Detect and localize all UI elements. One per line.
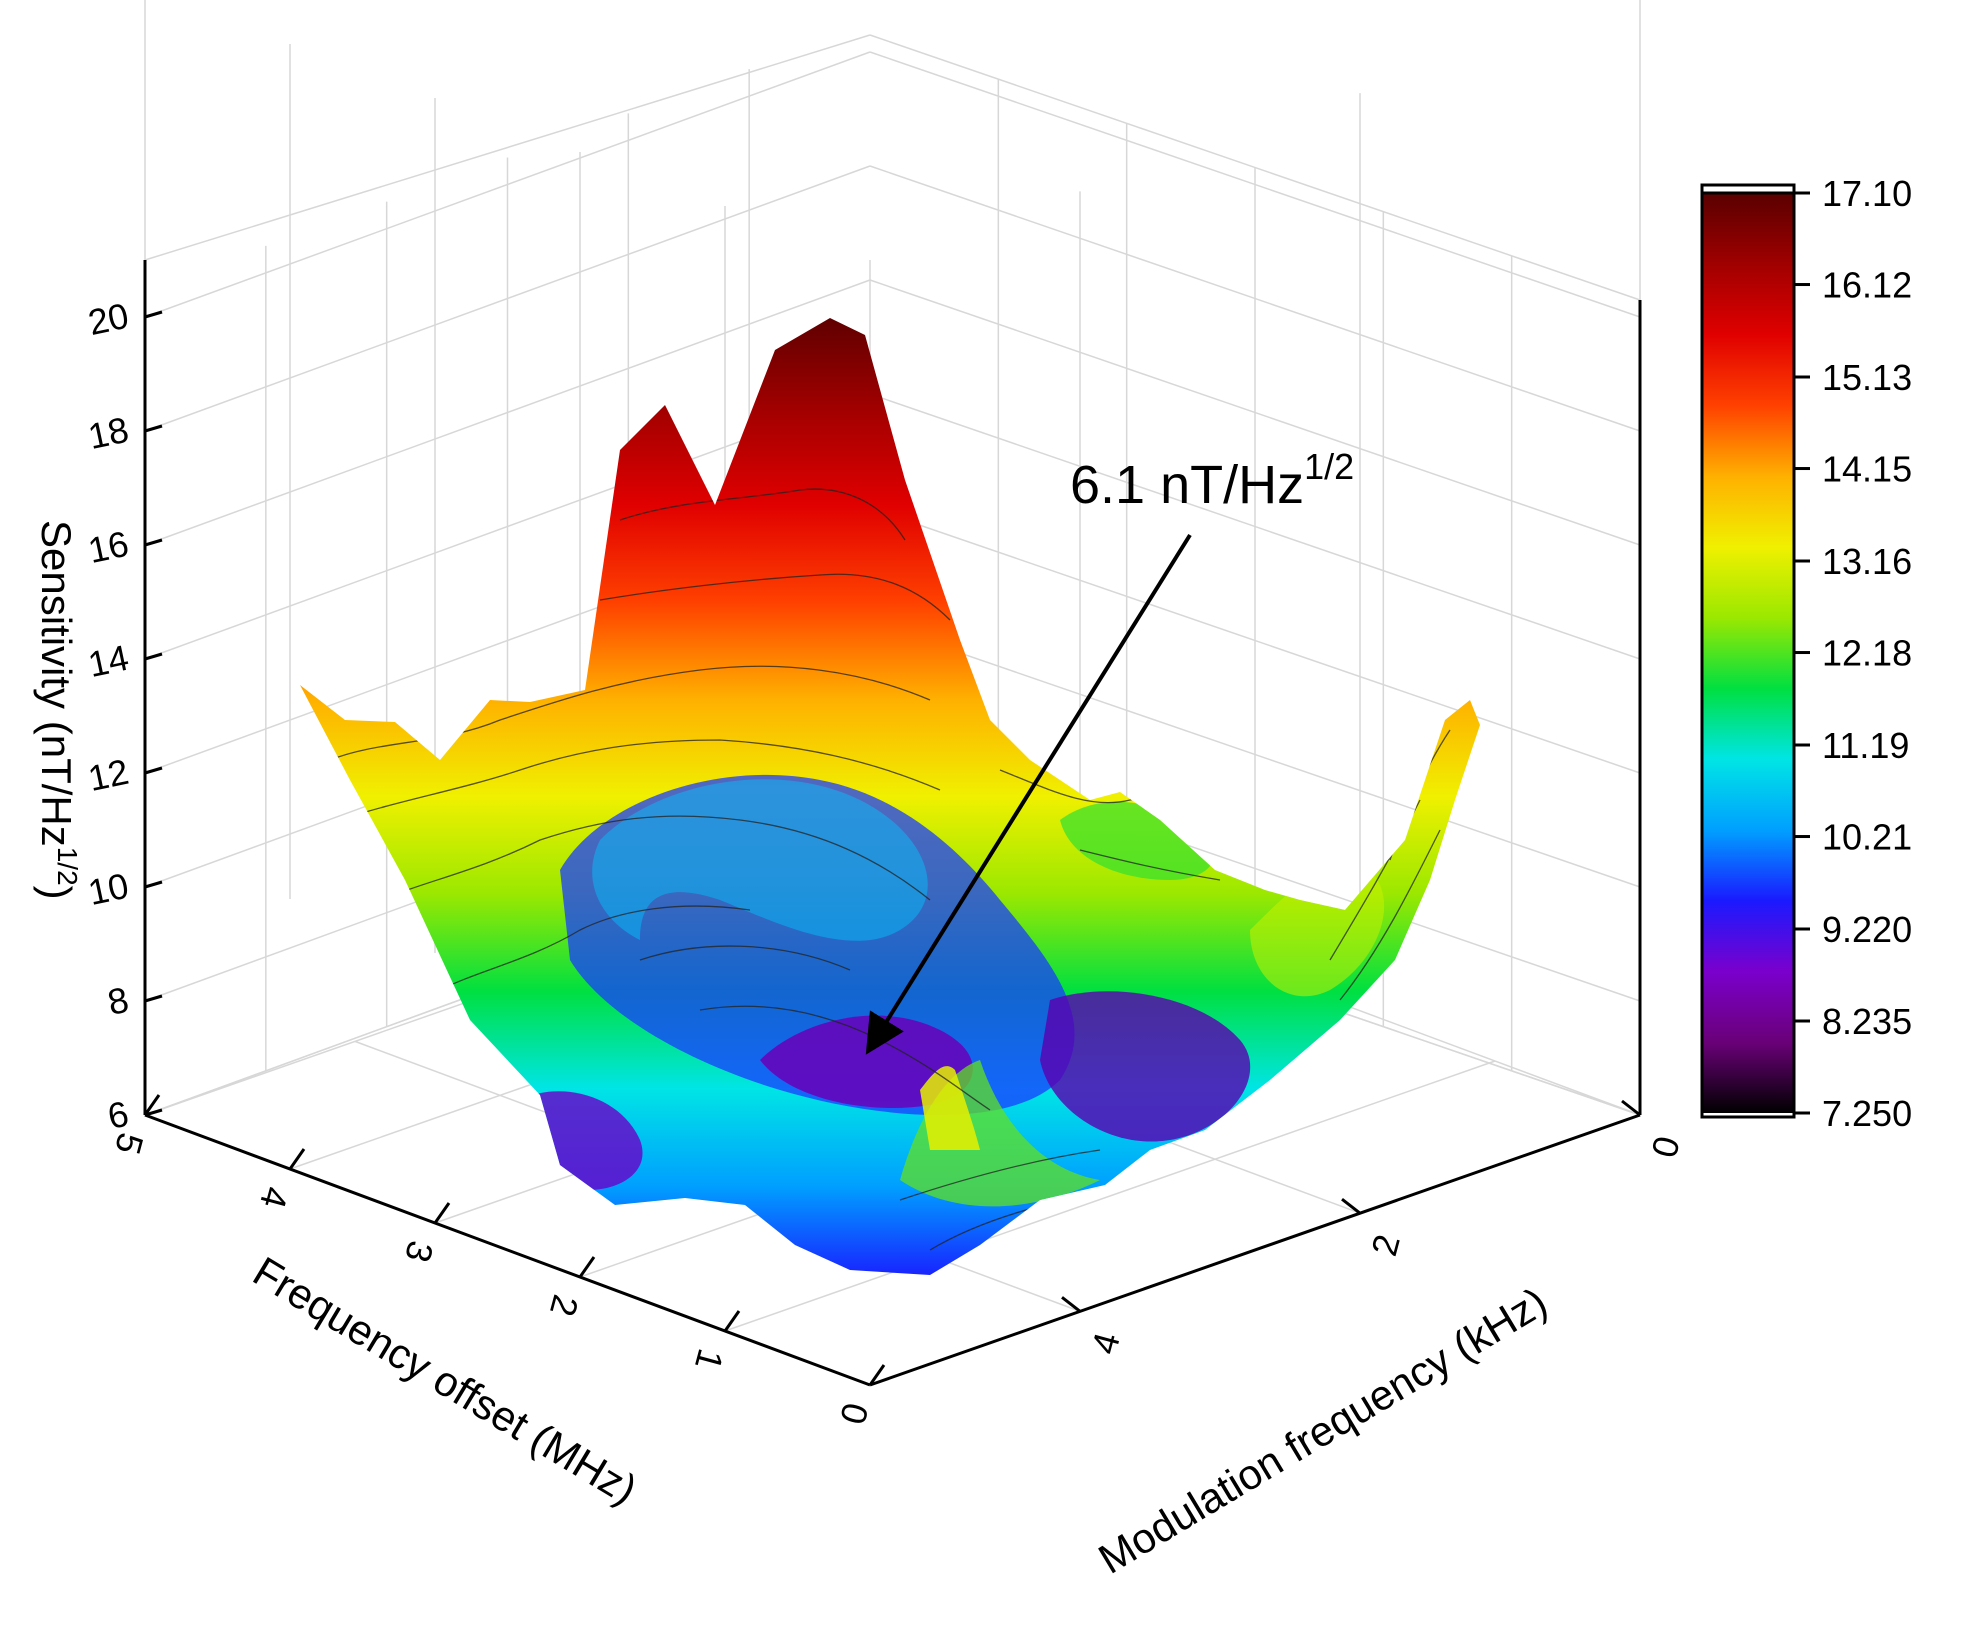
y-axis-title: Modulation frequency (kHz) [1090,1278,1554,1583]
z-tick-mark [144,424,163,433]
x-tick-mark [143,1094,161,1116]
x-axis-title: Frequency offset (MHz) [245,1247,645,1513]
x-tick-mark [433,1202,451,1224]
purple-minimum-region [760,1015,973,1108]
colorbar-tick-label: 9.220 [1822,909,1912,950]
x-tick-mark [868,1364,886,1386]
x-tick-label: 5 [107,1129,152,1159]
annotation-label: 6.1 nT/Hz1/2 [1070,446,1354,515]
y-tick-label: 4 [1083,1328,1128,1358]
cyan-ring-region [592,779,928,941]
x-tick-mark [288,1148,306,1170]
colorbar-bar [1702,193,1794,1113]
colorbar-frame [1700,183,1796,1119]
purple-right-region [1040,991,1251,1142]
axes-box [143,260,1642,1387]
y-tick-mark [1621,1099,1641,1117]
x-tick-mark [723,1310,741,1332]
z-axis-title-close: ) [33,886,80,900]
colorbar: 17.10 16.12 15.13 14.15 13.16 12.18 11.19 10.21… [1700,173,1912,1134]
z-tick-mark [144,652,163,661]
front-ridge-peak [920,1066,980,1150]
y-tick-mark [1061,1296,1081,1313]
colorbar-ticks: 17.10 16.12 15.13 14.15 13.16 12.18 11.19 10.21… [1794,173,1912,1134]
x-tick-label: 4 [252,1183,297,1213]
colorbar-tick-label: 16.12 [1822,265,1912,306]
y-tick-mark [1341,1197,1361,1215]
x-axis: 5 4 3 2 1 0 [107,1094,886,1429]
z-tick-label: 10 [84,865,132,913]
colorbar-tick-label: 10.21 [1822,817,1912,858]
colorbar-tick-label: 14.15 [1822,449,1912,490]
z-axis-title-sup: 1/2 [52,847,83,886]
x-tick-label: 2 [542,1291,587,1321]
x-tick-label: 3 [397,1237,442,1267]
z-tick-label: 12 [84,751,132,799]
colorbar-tick-label: 12.18 [1822,633,1912,674]
x-tick-label: 1 [687,1345,732,1375]
colorbar-tick-label: 15.13 [1822,357,1912,398]
z-tick-label: 18 [84,409,132,457]
z-tick-label: 16 [84,523,132,571]
y-tick-label: 0 [1643,1132,1688,1162]
z-tick-label: 14 [84,637,132,685]
colorbar-tick-label: 11.19 [1822,725,1909,766]
z-axis-title: Sensitivity (nT/Hz1/2) [33,520,83,900]
annotation-text: 6.1 nT/Hz [1070,455,1304,515]
blue-valley-region [560,774,1075,1115]
z-tick-label: 20 [84,295,132,343]
z-tick-mark [144,994,163,1003]
annotation: 6.1 nT/Hz1/2 [865,446,1354,1055]
z-tick-mark [144,1108,163,1117]
z-tick-label: 8 [104,979,132,1023]
x-tick-label: 0 [832,1399,877,1429]
z-tick-mark [144,538,163,547]
colorbar-tick-label: 7.250 [1822,1093,1912,1134]
z-tick-mark [144,766,163,775]
annotation-sup: 1/2 [1304,446,1354,487]
x-tick-mark [578,1256,596,1278]
colorbar-tick-label: 17.10 [1822,173,1912,214]
colorbar-tick-label: 13.16 [1822,541,1912,582]
colorbar-tick-label: 8.235 [1822,1001,1912,1042]
annotation-arrow [865,533,1192,1055]
z-tick-mark [144,880,163,889]
y-tick-label: 2 [1363,1230,1408,1260]
z-tick-mark [144,310,163,319]
z-axis-title-main: Sensitivity (nT/Hz [33,520,80,847]
purple-front-left-region [520,1091,643,1190]
